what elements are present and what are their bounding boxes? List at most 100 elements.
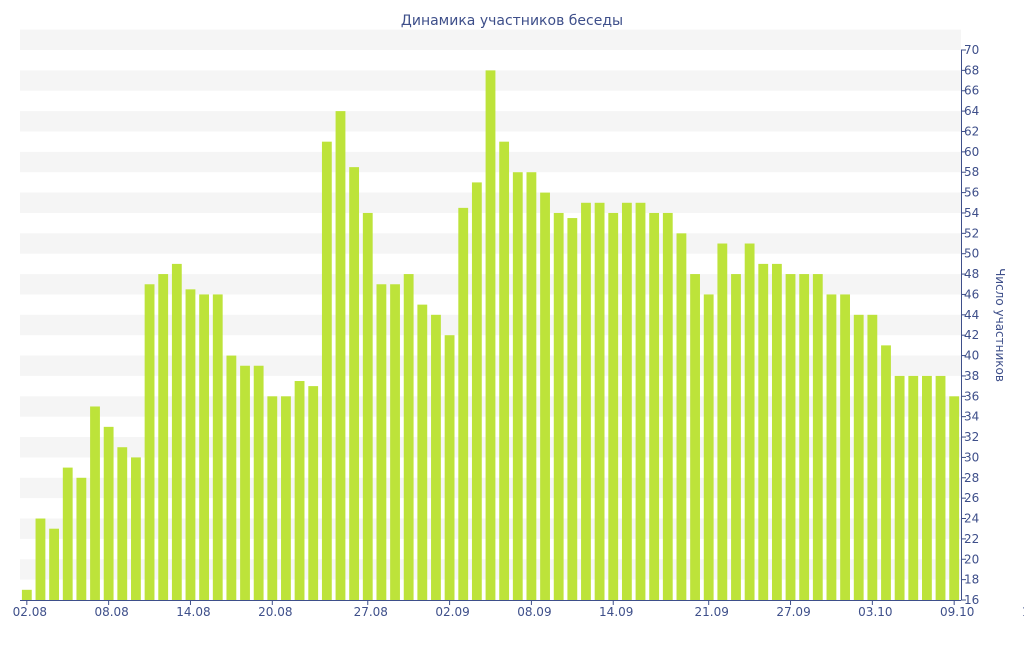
- bar: [185, 289, 196, 600]
- bar: [690, 274, 700, 600]
- bar: [744, 243, 755, 600]
- bar: [594, 202, 605, 600]
- bar: [717, 243, 728, 600]
- bar: [253, 365, 264, 600]
- bar: [499, 141, 510, 601]
- bar: [771, 263, 782, 600]
- bar: [621, 202, 632, 600]
- bar: [199, 294, 210, 600]
- bar: [567, 218, 578, 600]
- bar: [171, 263, 182, 600]
- y-ticks: 16 18 20 22 24 26 28 30 32 34 36 38 40 42 44 46 48 50 52 54…: [961, 43, 979, 607]
- x-tick-label: 21.09: [695, 605, 729, 619]
- y-tick-label: 68: [964, 63, 979, 77]
- bar: [935, 375, 946, 600]
- chart-title: Динамика участников беседы: [400, 13, 624, 29]
- bar: [512, 172, 523, 600]
- y-tick-label: 32: [964, 430, 979, 444]
- bar: [949, 396, 960, 600]
- y-tick-label: 16: [964, 593, 979, 607]
- y-tick-label: 54: [964, 206, 979, 220]
- grid-stripe: [20, 29, 961, 50]
- bar: [922, 375, 932, 600]
- bar: [376, 284, 387, 600]
- x-ticks: 02.08 08.08 14.08 20.08 27.08 02.09 08.09 14.09…: [13, 600, 1024, 619]
- y-tick-label: 56: [964, 186, 979, 200]
- x-tick-label: 02.08: [13, 605, 47, 619]
- bar: [144, 284, 155, 600]
- bar: [131, 457, 141, 600]
- bar: [676, 233, 687, 600]
- y-tick-label: 22: [964, 532, 979, 546]
- y-tick-label: 48: [964, 267, 979, 281]
- bar: [240, 365, 250, 600]
- bar: [608, 212, 619, 600]
- y-tick-label: 46: [964, 287, 979, 301]
- bar: [117, 447, 128, 600]
- bar: [390, 284, 400, 600]
- x-tick-label: 20.08: [258, 605, 292, 619]
- y-tick-label: 70: [964, 43, 979, 57]
- bar: [881, 345, 891, 600]
- bar: [485, 70, 496, 601]
- bar: [581, 202, 591, 600]
- y-tick-label: 18: [964, 573, 979, 587]
- bar: [90, 406, 100, 600]
- bar: [49, 528, 59, 600]
- bar: [649, 212, 660, 600]
- y-tick-label: 38: [964, 369, 979, 383]
- bars: [21, 70, 960, 601]
- y-tick-label: 44: [964, 308, 979, 322]
- y-tick-label: 36: [964, 389, 979, 403]
- bar: [458, 207, 469, 600]
- bar: [526, 172, 537, 600]
- y-axis-label: Число участников: [993, 268, 1007, 382]
- x-tick-label: 14.08: [176, 605, 210, 619]
- bar: [76, 477, 87, 600]
- y-tick-label: 28: [964, 471, 979, 485]
- x-tick-label: 03.10: [858, 605, 892, 619]
- bar: [908, 375, 919, 600]
- bar: [62, 467, 73, 600]
- bar: [703, 294, 714, 600]
- y-tick-label: 30: [964, 450, 979, 464]
- bar: [635, 202, 646, 600]
- x-tick-label: 09.10: [940, 605, 974, 619]
- bar: [226, 355, 237, 600]
- x-tick-label: 14.09: [599, 605, 633, 619]
- bar: [321, 141, 332, 601]
- bar: [867, 314, 878, 600]
- y-tick-label: 52: [964, 226, 979, 240]
- bar: [840, 294, 850, 600]
- x-tick-label: 15.10: [1022, 605, 1024, 619]
- bar: [431, 314, 441, 600]
- bar: [403, 274, 414, 600]
- y-tick-label: 34: [964, 410, 979, 424]
- y-tick-label: 58: [964, 165, 979, 179]
- bar: [853, 314, 864, 600]
- bar: [799, 274, 810, 600]
- x-tick-label: 02.09: [435, 605, 469, 619]
- bar: [444, 335, 455, 600]
- bar: [103, 426, 114, 600]
- x-tick-label: 08.09: [517, 605, 551, 619]
- y-tick-label: 62: [964, 124, 979, 138]
- bar: [349, 167, 360, 600]
- y-tick-label: 60: [964, 145, 979, 159]
- bar: [553, 212, 564, 600]
- bar: [212, 294, 223, 600]
- y-tick-label: 26: [964, 491, 979, 505]
- x-tick-label: 27.09: [776, 605, 810, 619]
- bar: [308, 386, 319, 600]
- y-tick-label: 50: [964, 247, 979, 261]
- x-tick-label: 08.08: [94, 605, 128, 619]
- bar: [540, 192, 550, 600]
- bar: [812, 274, 823, 600]
- y-tick-label: 20: [964, 552, 979, 566]
- bar: [294, 381, 305, 600]
- bar: [662, 212, 673, 600]
- y-tick-label: 24: [964, 512, 979, 526]
- bar: [267, 396, 278, 600]
